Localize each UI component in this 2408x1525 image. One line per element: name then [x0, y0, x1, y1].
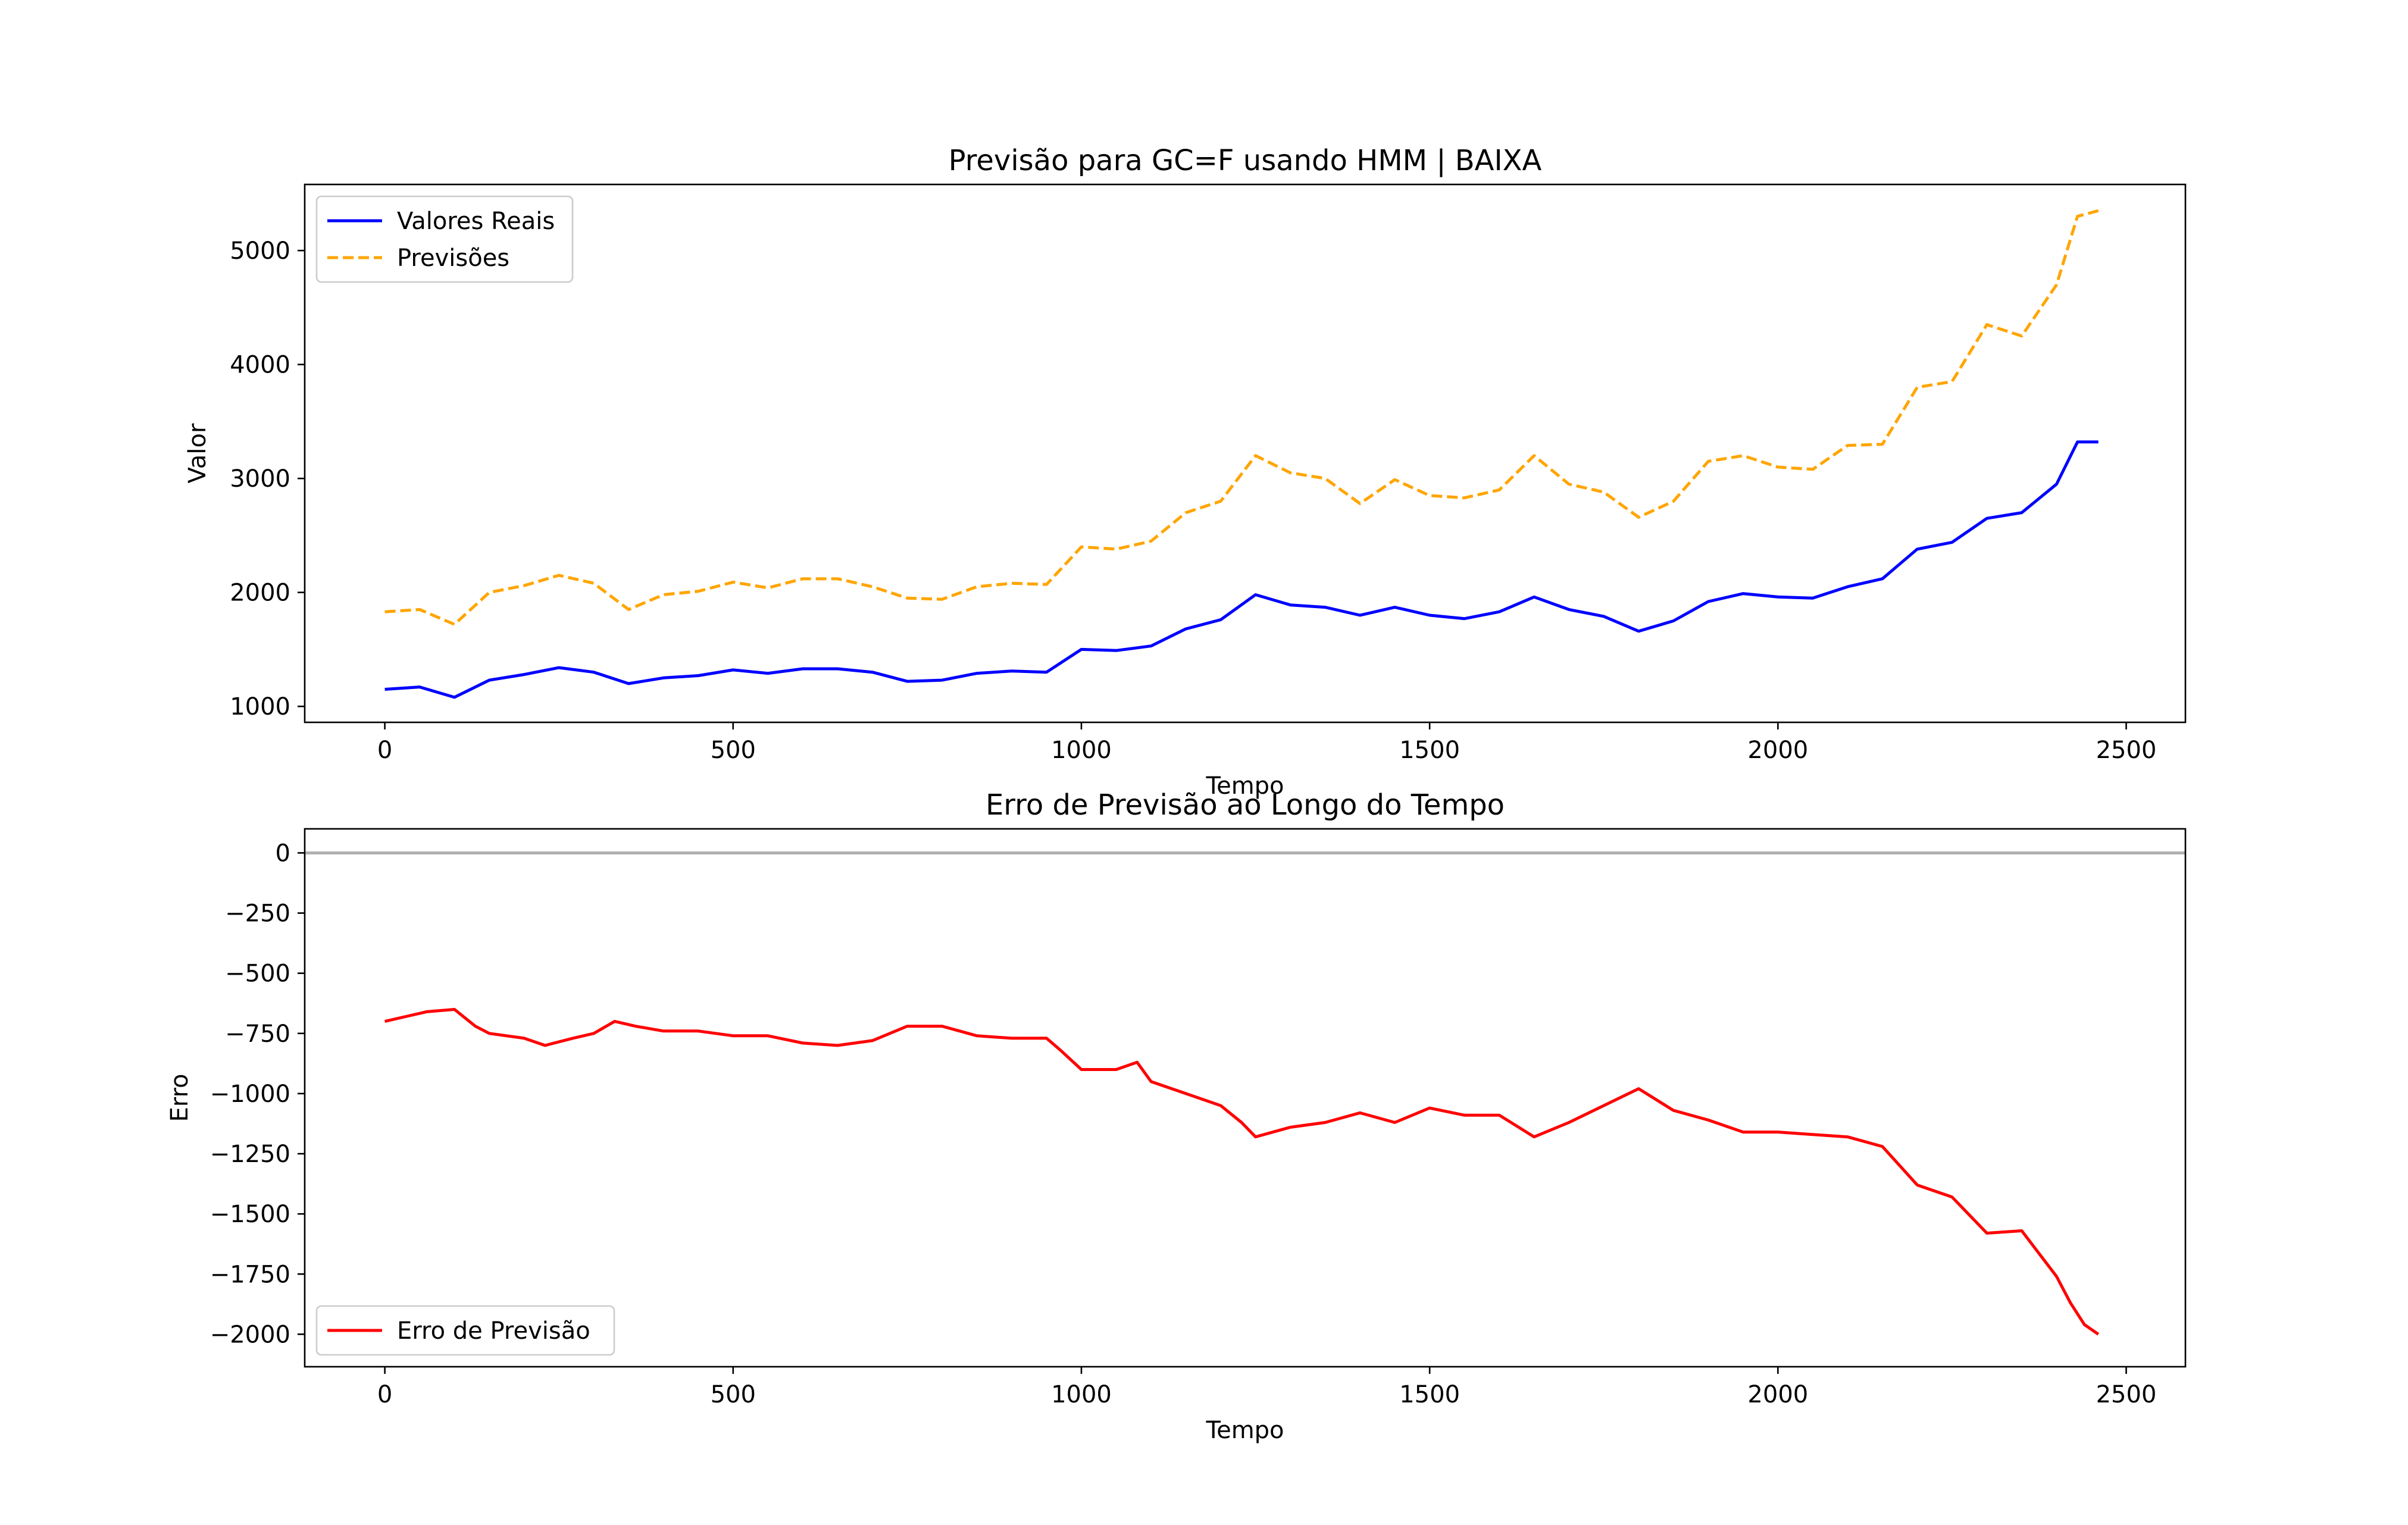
y-tick-label: −1500 — [210, 1201, 290, 1228]
x-axis-label: Tempo — [1205, 772, 1284, 800]
axes-frame — [304, 183, 2187, 724]
y-tick-label: −1000 — [210, 1081, 290, 1108]
legend-box — [315, 195, 574, 283]
legend: Valores Reais Previsões — [315, 195, 574, 283]
x-tick-label: 2000 — [1747, 1381, 1808, 1408]
y-axis-label: Erro — [166, 1073, 193, 1122]
chart-title: Previsão para GC=F usando HMM | BAIXA — [949, 144, 1542, 177]
y-axis-label: Valor — [184, 423, 211, 483]
y-tick-label: 2000 — [230, 580, 290, 607]
x-tick-label: 1000 — [1051, 737, 1112, 764]
legend-box — [315, 1305, 615, 1356]
y-tick-label: 1000 — [230, 693, 290, 721]
y-tick-label: −1250 — [210, 1141, 290, 1168]
y-tick-label: 0 — [276, 840, 290, 867]
y-tick-label: 3000 — [230, 465, 290, 493]
x-tick-label: 500 — [711, 1381, 756, 1408]
legend-label-1: Previsões — [397, 245, 509, 272]
axes-frame — [304, 828, 2187, 1368]
x-tick-label: 0 — [377, 1381, 392, 1408]
series-line-1 — [384, 209, 2099, 626]
x-tick-label: 2500 — [2096, 737, 2157, 764]
y-tick-label: 5000 — [230, 237, 290, 265]
series-line-0 — [384, 1007, 2100, 1336]
x-tick-label: 1500 — [1399, 737, 1460, 764]
x-axis-label: Tempo — [1205, 1417, 1284, 1444]
series-line-0 — [384, 440, 2099, 699]
x-tick-label: 1500 — [1399, 1381, 1460, 1408]
error-chart: Erro de Previsão ao Longo do Tempo 0 500 10… — [166, 788, 2187, 1444]
legend: Erro de Previsão — [315, 1305, 615, 1356]
x-tick-label: 2500 — [2096, 1381, 2157, 1408]
y-tick-label: 4000 — [230, 352, 290, 379]
x-tick-label: 2000 — [1747, 737, 1808, 764]
x-tick-label: 1000 — [1051, 1381, 1112, 1408]
forecast-chart: Previsão para GC=F usando HMM | BAIXA 0 50… — [184, 144, 2187, 800]
y-tick-label: −750 — [225, 1020, 290, 1048]
y-tick-label: −250 — [225, 900, 290, 928]
x-tick-label: 500 — [711, 737, 756, 764]
chart-title: Erro de Previsão ao Longo do Tempo — [986, 788, 1505, 822]
y-tick-label: −1750 — [210, 1261, 290, 1288]
y-tick-label: −500 — [225, 960, 290, 988]
legend-label-0: Valores Reais — [397, 208, 555, 235]
x-tick-label: 0 — [377, 737, 392, 764]
legend-label-0: Erro de Previsão — [397, 1317, 590, 1345]
y-tick-label: −2000 — [210, 1321, 290, 1348]
